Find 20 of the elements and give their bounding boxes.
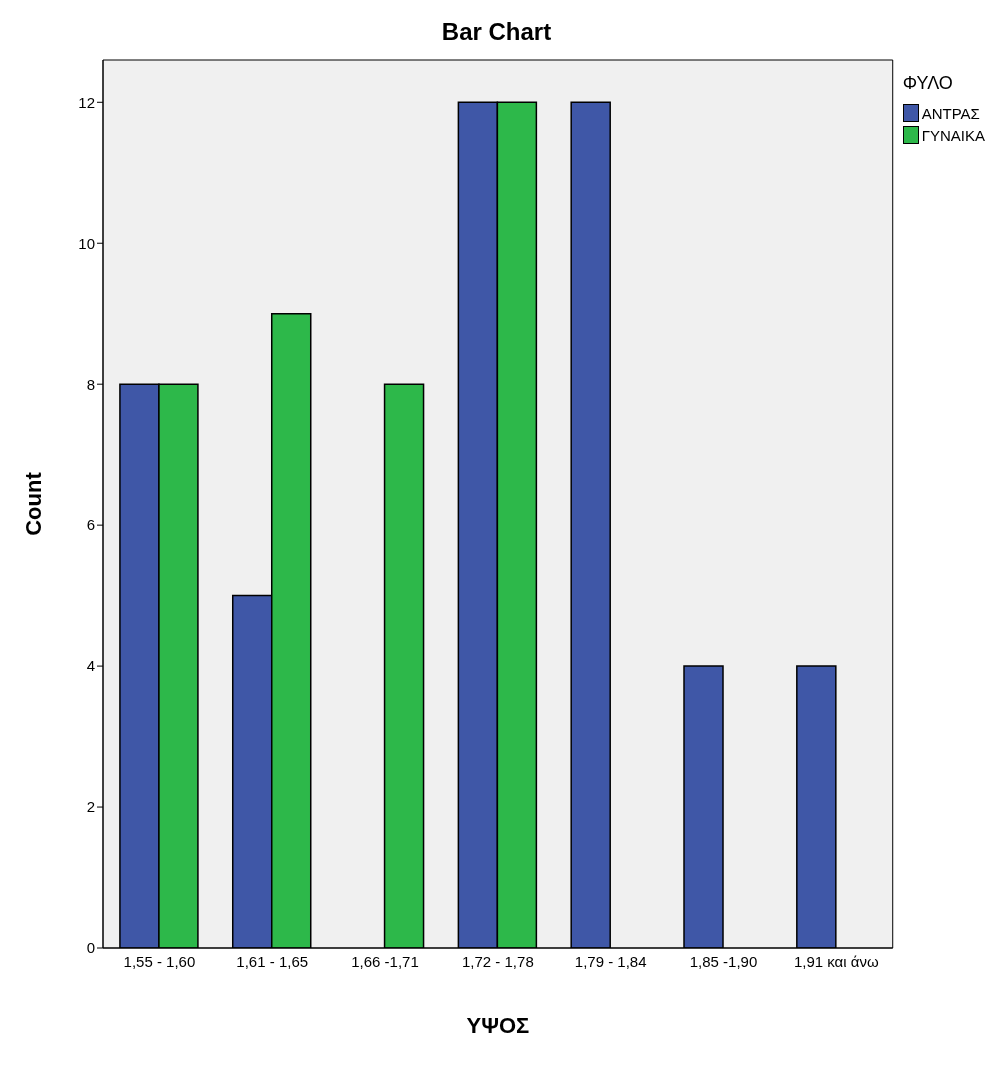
y-tick-label: 12 — [78, 93, 95, 111]
x-tick-label: 1,61 - 1,65 — [236, 952, 309, 970]
x-tick-label: 1,85 -1,90 — [689, 952, 758, 970]
y-tick-label: 8 — [86, 375, 95, 393]
legend-label: ΓΥΝΑΙΚΑ — [921, 126, 985, 144]
x-tick-label: 1,91 και άνω — [793, 952, 879, 970]
x-tick-label: 1,79 - 1,84 — [574, 952, 647, 970]
y-tick-label: 4 — [86, 657, 95, 675]
y-tick-label: 0 — [86, 939, 95, 957]
y-tick-label: 6 — [86, 516, 95, 534]
y-tick-label: 10 — [78, 234, 95, 252]
chart-title: Bar Chart — [440, 18, 553, 46]
legend-title: ΦΥΛΟ — [902, 73, 954, 94]
x-tick-label: 1,66 -1,71 — [351, 952, 419, 970]
x-tick-label: 1,72 - 1,78 — [462, 952, 534, 970]
y-tick-label: 2 — [86, 798, 95, 816]
legend-label: ΑΝΤΡΑΣ — [921, 104, 980, 122]
x-tick-label: 1,55 - 1,60 — [123, 952, 196, 970]
x-axis-title: ΥΨΟΣ — [466, 1013, 530, 1038]
y-axis-title: Count — [20, 471, 46, 536]
